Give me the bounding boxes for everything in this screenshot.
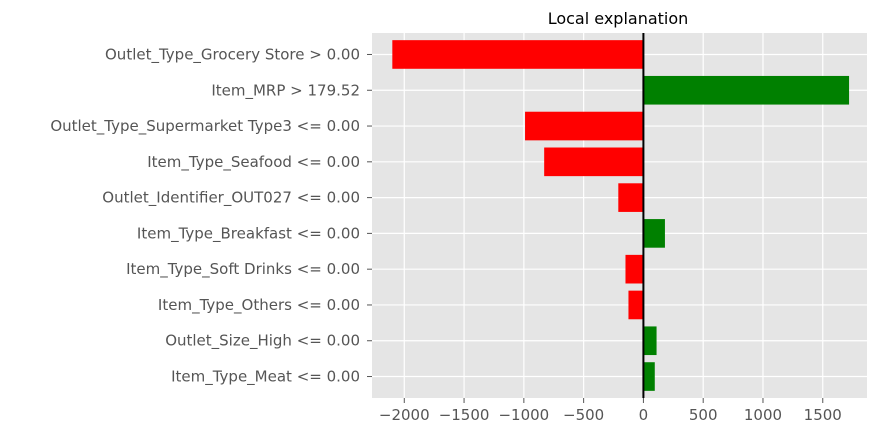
y-tick-label: Item_Type_Soft Drinks <= 0.00: [126, 260, 360, 279]
y-tick-label: Item_Type_Breakfast <= 0.00: [137, 224, 360, 243]
bar: [618, 183, 644, 212]
x-tick-label: −500: [563, 406, 604, 424]
bar: [525, 111, 644, 141]
bar: [392, 40, 644, 69]
y-tick-label: Outlet_Size_High <= 0.00: [165, 332, 360, 351]
bar: [643, 219, 665, 248]
y-tick-labels: Outlet_Type_Grocery Store > 0.00 Item_MRP…: [50, 45, 372, 387]
x-tick-label: 1000: [744, 406, 782, 424]
x-tick-label: −2000: [379, 406, 430, 424]
x-tick-label: 0: [639, 406, 649, 424]
bars: [392, 40, 850, 391]
y-tick-label: Item_Type_Meat <= 0.00: [171, 368, 360, 387]
x-tick-labels: −2000 −1500 −1000 −500 0 500 1000 1500: [379, 398, 842, 424]
bar: [643, 75, 850, 105]
bar: [643, 326, 657, 356]
bar: [625, 254, 644, 284]
y-tick-label: Item_Type_Seafood <= 0.00: [147, 153, 360, 172]
x-tick-label: −1500: [439, 406, 490, 424]
y-tick-label: Item_MRP > 179.52: [211, 81, 360, 100]
bar: [628, 290, 644, 320]
y-tick-label: Item_Type_Others <= 0.00: [158, 296, 360, 315]
x-tick-label: −1000: [498, 406, 549, 424]
x-tick-label: 500: [689, 406, 718, 424]
bar: [544, 147, 644, 177]
y-tick-label: Outlet_Type_Supermarket Type3 <= 0.00: [50, 117, 360, 136]
y-tick-label: Outlet_Type_Grocery Store > 0.00: [105, 45, 360, 64]
bar: [643, 362, 655, 391]
chart-title: Local explanation: [548, 9, 689, 28]
y-tick-label: Outlet_Identifier_OUT027 <= 0.00: [102, 189, 360, 208]
x-tick-label: 1500: [804, 406, 842, 424]
